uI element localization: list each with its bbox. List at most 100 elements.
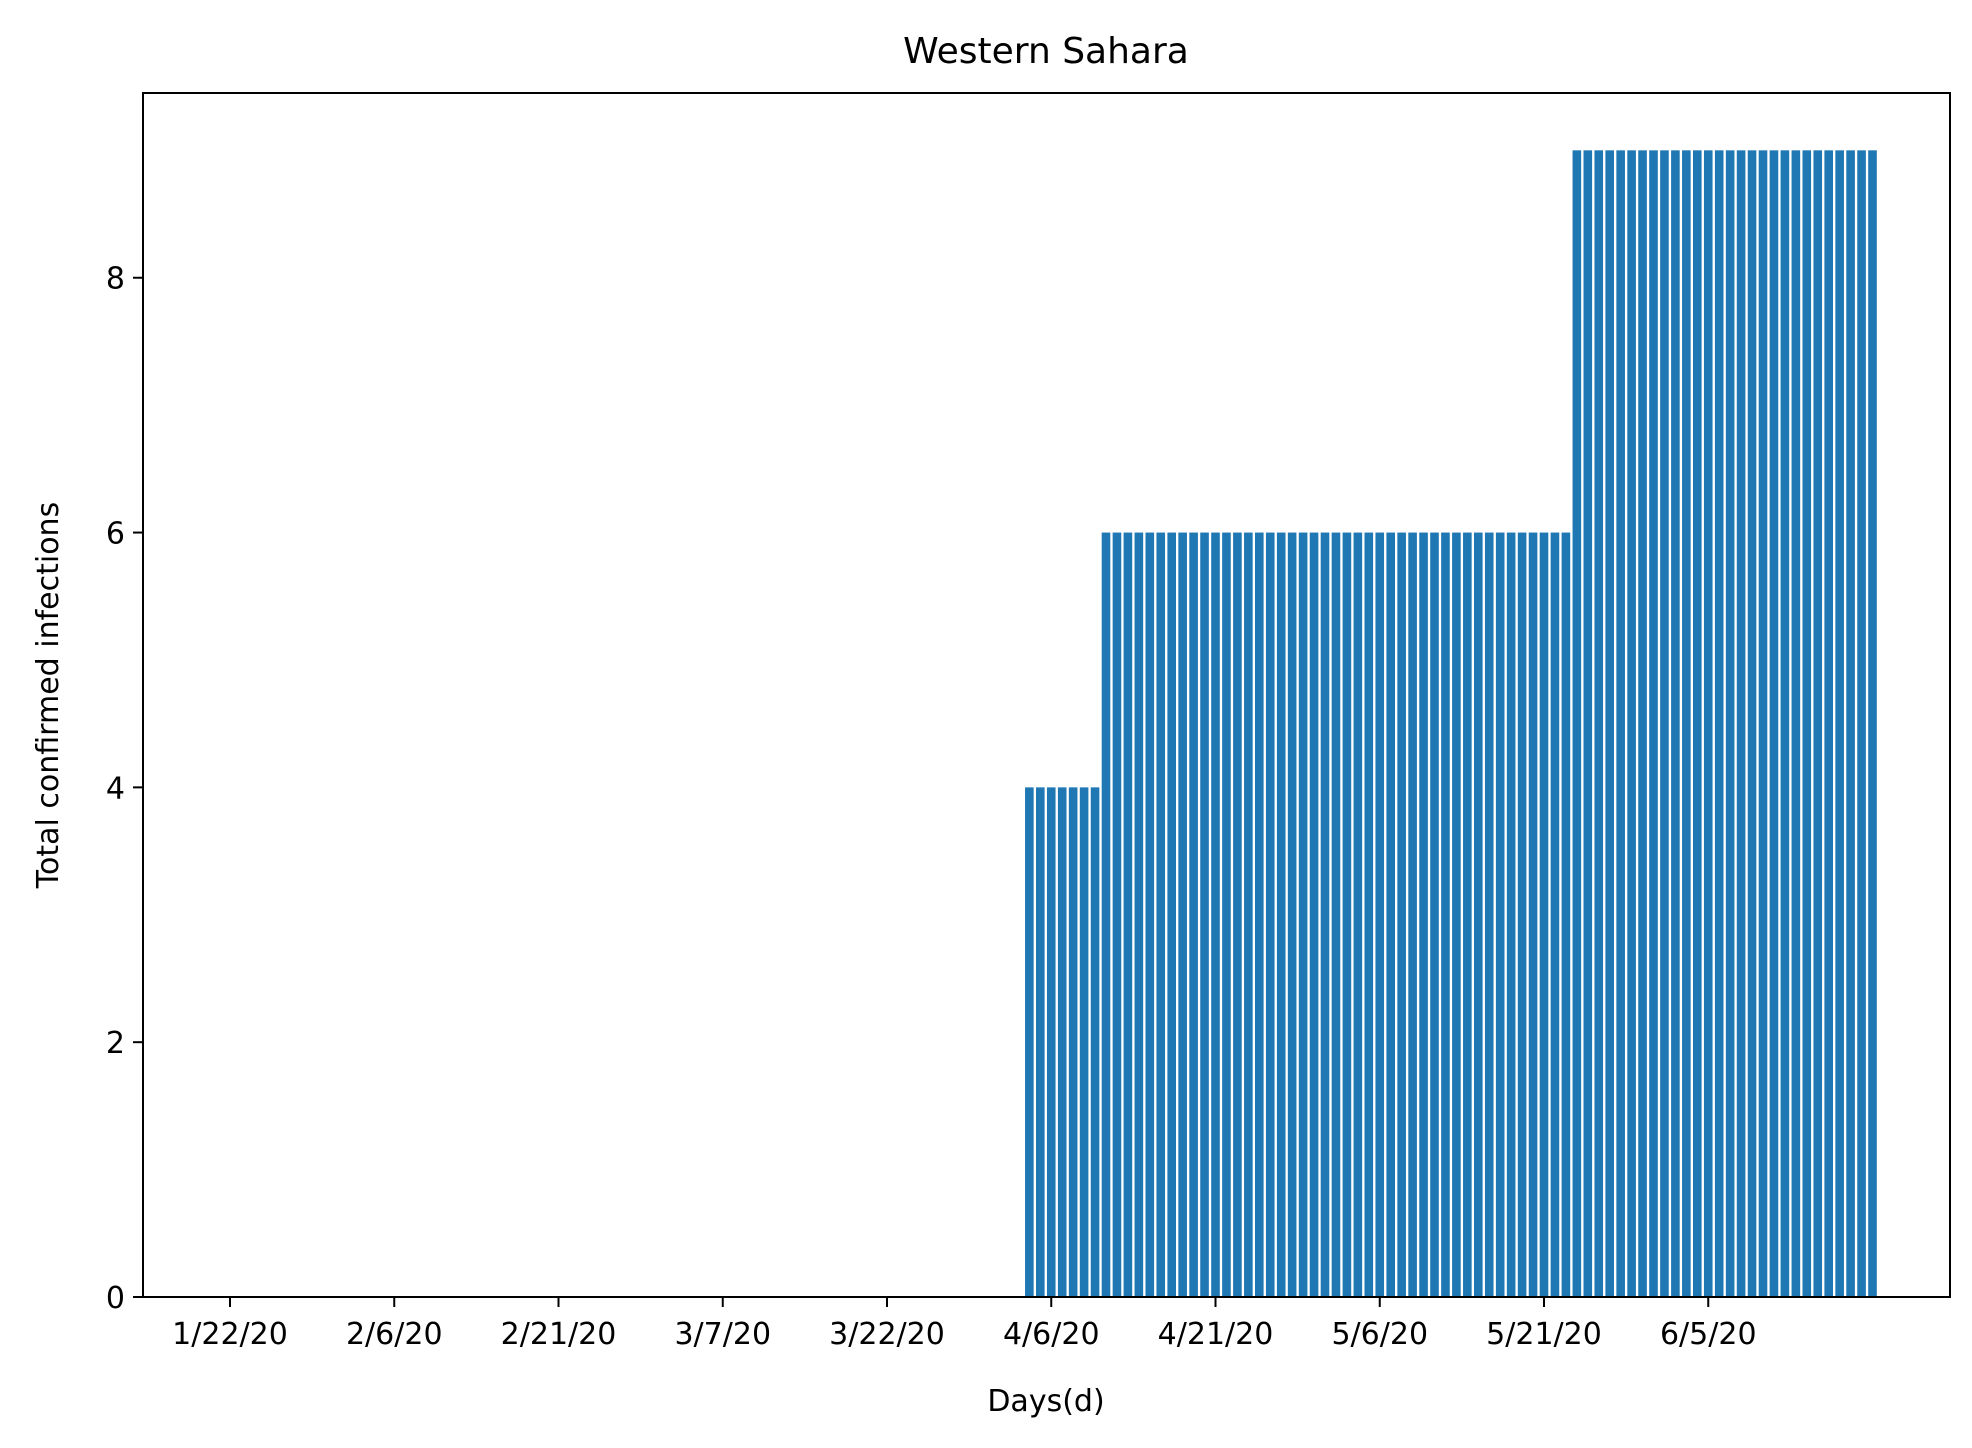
bar [1364,532,1374,1297]
chart-title: Western Sahara [903,31,1189,72]
y-tick-label: 6 [106,517,125,552]
bar [1287,532,1297,1297]
bar [1298,532,1308,1297]
x-tick-label: 5/6/20 [1331,1317,1428,1352]
bar [1769,150,1779,1298]
bar [1419,532,1428,1297]
bar [1309,532,1319,1297]
bar [1090,787,1100,1297]
x-axis-title: Days(d) [987,1384,1104,1419]
bar [1627,150,1636,1298]
bar [1342,532,1352,1297]
bar [1495,532,1505,1297]
bar [1046,787,1056,1297]
bar [1703,150,1713,1298]
bar [1747,150,1757,1298]
x-tick-label: 6/5/20 [1660,1317,1757,1352]
bar [1682,150,1691,1298]
bar [1572,150,1582,1298]
bar [1671,150,1680,1298]
bar [1660,150,1669,1298]
y-tick-label: 4 [106,771,125,806]
bar [1616,150,1625,1298]
bar [1167,532,1176,1297]
bar [1331,532,1341,1297]
x-tick-label: 2/6/20 [346,1317,443,1352]
bar [1780,150,1790,1298]
bar [1452,532,1461,1297]
bar [1550,532,1560,1297]
y-tick-label: 2 [106,1026,125,1061]
bar [1539,532,1549,1297]
bar [1835,150,1844,1298]
bar [1868,150,1877,1298]
x-tick-label: 2/21/20 [501,1317,617,1352]
bar [1320,532,1330,1297]
bar [1506,532,1516,1297]
bar [1791,150,1801,1298]
bar [1561,532,1571,1297]
x-tick-label: 3/22/20 [829,1317,945,1352]
bar [1255,532,1264,1297]
bar [1189,532,1198,1297]
bar [1200,532,1209,1297]
bar [1725,150,1735,1298]
bar [1463,532,1472,1297]
bar [1408,532,1417,1297]
bar [1112,532,1122,1297]
bar [1375,532,1385,1297]
bar [1145,532,1155,1297]
bar [1057,787,1067,1297]
bar [1156,532,1166,1297]
bar [1649,150,1658,1298]
bar [1233,532,1242,1297]
bar [1441,532,1450,1297]
bar [1528,532,1538,1297]
bar [1857,150,1866,1298]
bar [1211,532,1220,1297]
bar [1813,150,1823,1298]
bar [1802,150,1812,1298]
bar [1430,532,1439,1297]
bar [1594,150,1604,1298]
bar [1758,150,1768,1298]
bar [1244,532,1253,1297]
bar [1638,150,1647,1298]
y-tick-label: 8 [106,262,125,297]
bar [1824,150,1833,1298]
x-tick-label: 5/21/20 [1486,1317,1602,1352]
bar [1386,532,1395,1297]
bar [1036,787,1045,1297]
bar [1079,787,1089,1297]
y-tick-label: 0 [106,1281,125,1316]
bar [1178,532,1187,1297]
bar [1474,532,1483,1297]
x-tick-label: 4/6/20 [1003,1317,1100,1352]
bars [1025,150,1877,1298]
bar [1583,150,1593,1298]
bar [1222,532,1231,1297]
x-tick-label: 4/21/20 [1158,1317,1274,1352]
bar [1484,532,1494,1297]
bar [1605,150,1614,1298]
y-axis: 0 2 4 6 8 [106,262,143,1316]
bar [1101,532,1111,1297]
bar [1693,150,1702,1298]
bar [1068,787,1078,1297]
x-tick-label: 3/7/20 [674,1317,771,1352]
x-axis: 1/22/20 2/6/20 2/21/20 3/7/20 3/22/20 4/6/20 4… [172,1297,1757,1352]
bar [1736,150,1746,1298]
bar [1025,787,1034,1297]
bar [1123,532,1133,1297]
bar [1134,532,1144,1297]
plot-frame [142,92,1951,1298]
bar [1276,532,1286,1297]
bar [1517,532,1527,1297]
bar [1846,150,1855,1298]
bar [1353,532,1363,1297]
bar [1714,150,1724,1298]
bar [1397,532,1406,1297]
y-axis-title: Total confirmed infections [31,502,66,889]
bar [1265,532,1275,1297]
